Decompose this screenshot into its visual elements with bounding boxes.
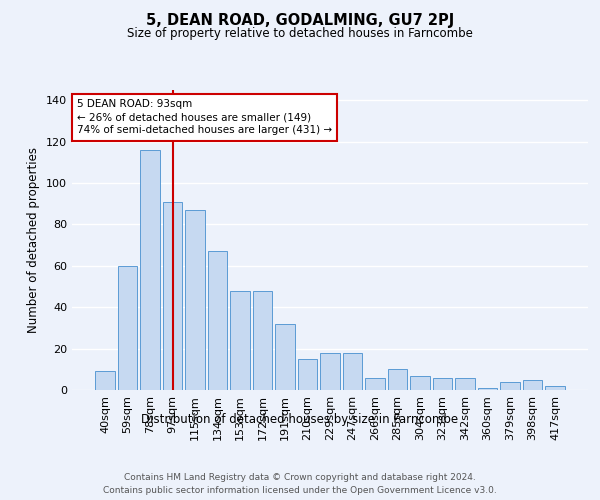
Bar [230,290,250,390]
Bar [500,382,520,390]
Bar [478,388,497,390]
Bar [298,359,317,390]
Y-axis label: Number of detached properties: Number of detached properties [28,147,40,333]
Bar [365,378,385,390]
Bar [118,266,137,390]
Bar [208,252,227,390]
Text: Size of property relative to detached houses in Farncombe: Size of property relative to detached ho… [127,28,473,40]
Bar [388,370,407,390]
Bar [140,150,160,390]
Bar [343,353,362,390]
Bar [163,202,182,390]
Text: Contains HM Land Registry data © Crown copyright and database right 2024.: Contains HM Land Registry data © Crown c… [124,472,476,482]
Bar [253,290,272,390]
Text: 5, DEAN ROAD, GODALMING, GU7 2PJ: 5, DEAN ROAD, GODALMING, GU7 2PJ [146,12,454,28]
Bar [320,353,340,390]
Text: 5 DEAN ROAD: 93sqm
← 26% of detached houses are smaller (149)
74% of semi-detach: 5 DEAN ROAD: 93sqm ← 26% of detached hou… [77,99,332,136]
Bar [185,210,205,390]
Bar [95,372,115,390]
Bar [433,378,452,390]
Text: Distribution of detached houses by size in Farncombe: Distribution of detached houses by size … [142,412,458,426]
Bar [545,386,565,390]
Bar [275,324,295,390]
Bar [455,378,475,390]
Bar [410,376,430,390]
Text: Contains public sector information licensed under the Open Government Licence v3: Contains public sector information licen… [103,486,497,495]
Bar [523,380,542,390]
